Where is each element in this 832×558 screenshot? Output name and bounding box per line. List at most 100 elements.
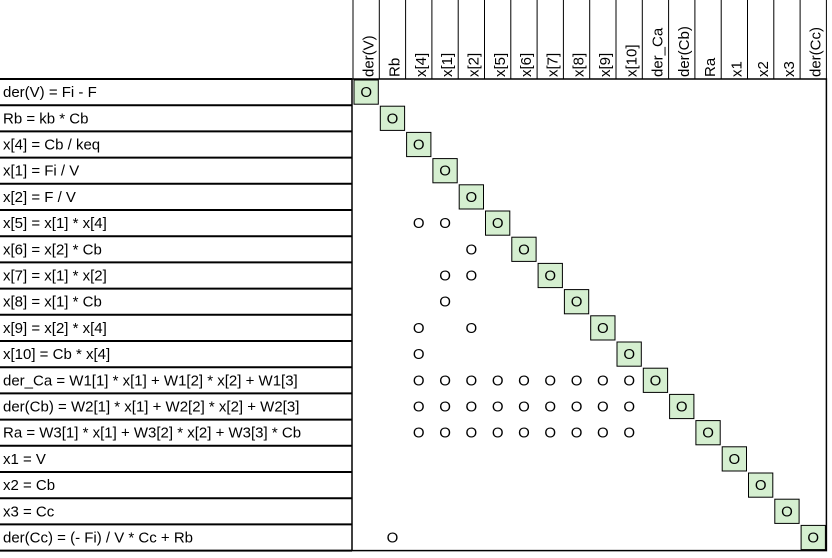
diagonal-cell: [511, 236, 537, 262]
row-label: Rb = kb * Cb: [3, 110, 88, 127]
diagonal-mark: O: [439, 163, 451, 180]
column-label: x[2]: [466, 53, 483, 77]
diagonal-cell: [748, 472, 774, 498]
diagonal-mark: O: [755, 477, 767, 494]
dependency-mark: O: [439, 399, 451, 416]
row-label: x[1] = Fi / V: [3, 163, 79, 180]
row-label: x2 = Cb: [3, 477, 55, 494]
column-label: x[5]: [492, 53, 509, 77]
dependency-mark: O: [439, 215, 451, 232]
dependency-mark: O: [466, 320, 478, 337]
matrix-border: [351, 78, 828, 552]
diagonal-mark: O: [413, 137, 425, 154]
row-label: x[5] = x[1] * x[4]: [3, 215, 107, 232]
diagonal-cell: [458, 184, 485, 210]
dependency-mark: O: [571, 425, 583, 442]
dependency-mark: O: [466, 268, 478, 285]
column-label: x2: [755, 61, 772, 77]
dependency-mark: O: [413, 399, 425, 416]
dependency-mark: O: [544, 399, 556, 416]
dependency-mark: O: [571, 399, 583, 416]
row-label: der_Ca = W1[1] * x[1] + W1[2] * x[2] + W…: [3, 372, 298, 389]
column-label: x[6]: [518, 53, 535, 77]
dependency-mark: O: [492, 425, 504, 442]
row-label: x1 = V: [3, 451, 46, 468]
column-label: x1: [729, 61, 746, 77]
dependency-mark: O: [413, 215, 425, 232]
diagonal-cell: [616, 341, 642, 367]
row-label: x[2] = F / V: [3, 189, 76, 206]
dependency-mark: O: [518, 399, 530, 416]
dependency-mark: O: [387, 530, 399, 547]
row-label: x[7] = x[1] * x[2]: [3, 268, 107, 285]
column-label: x[9]: [597, 53, 614, 77]
column-label: der(V): [360, 35, 377, 77]
diagonal-cell: [774, 498, 800, 524]
dependency-mark: O: [544, 425, 556, 442]
column-label: der(Cc): [807, 27, 824, 77]
row-label: der(Cc) = (- Fi) / V * Cc + Rb: [3, 530, 193, 547]
column-label: x[7]: [544, 53, 561, 77]
dependency-mark: O: [492, 399, 504, 416]
dependency-mark: O: [597, 399, 609, 416]
dependency-mark: O: [623, 425, 635, 442]
dependency-mark: O: [518, 425, 530, 442]
diagonal-cell: [353, 79, 379, 105]
diagonal-mark: O: [466, 189, 478, 206]
row-label: der(V) = Fi - F: [3, 84, 97, 101]
diagonal-cell: [721, 446, 748, 472]
diagonal-cell: [379, 105, 406, 131]
diagonal-mark: O: [571, 294, 583, 311]
row-label: x[9] = x[2] * x[4]: [3, 320, 107, 337]
dependency-mark: O: [466, 399, 478, 416]
diagonal-cell: [432, 158, 458, 184]
dependency-mark: O: [571, 372, 583, 389]
column-label: x[1]: [439, 53, 456, 77]
dependency-mark: O: [623, 372, 635, 389]
diagonal-mark: O: [518, 241, 530, 258]
diagonal-cell: [590, 315, 616, 341]
dependency-mark: O: [439, 425, 451, 442]
diagonal-mark: O: [360, 84, 372, 101]
dependency-mark: O: [413, 372, 425, 389]
row-label: x3 = Cc: [3, 503, 55, 520]
row-label: x[10] = Cb * x[4]: [3, 346, 110, 363]
dependency-mark: O: [466, 372, 478, 389]
column-label: x[8]: [571, 53, 588, 77]
diagonal-mark: O: [807, 530, 819, 547]
column-label: der(Cb): [676, 26, 693, 77]
diagonal-mark: O: [650, 372, 662, 389]
dependency-mark: O: [413, 425, 425, 442]
row-label: x[8] = x[1] * Cb: [3, 294, 102, 311]
column-label: x[10]: [623, 44, 640, 77]
dependency-mark: O: [597, 372, 609, 389]
diagonal-cell: [563, 289, 590, 315]
diagonal-mark: O: [623, 346, 635, 363]
column-label: der_Ca: [650, 27, 667, 77]
diagonal-cell: [406, 131, 432, 158]
row-label: x[4] = Cb / keq: [3, 137, 100, 154]
diagonal-cell: [537, 262, 563, 289]
dependency-mark: O: [623, 399, 635, 416]
row-label: x[6] = x[2] * Cb: [3, 241, 102, 258]
dependency-mark: O: [413, 320, 425, 337]
diagonal-mark: O: [781, 503, 793, 520]
dependency-mark: O: [439, 268, 451, 285]
dependency-mark: O: [439, 372, 451, 389]
diagonal-mark: O: [492, 215, 504, 232]
dependency-mark: O: [492, 372, 504, 389]
diagonal-cell: [669, 393, 695, 420]
dependency-mark: O: [544, 372, 556, 389]
diagonal-cell: [695, 420, 721, 446]
diagonal-mark: O: [544, 268, 556, 285]
dependency-mark: O: [466, 425, 478, 442]
diagonal-mark: O: [729, 451, 741, 468]
column-label: x3: [781, 61, 798, 77]
dependency-mark: O: [518, 372, 530, 389]
diagonal-mark: O: [597, 320, 609, 337]
diagonal-mark: O: [387, 110, 399, 127]
column-label: Rb: [387, 58, 404, 77]
row-label: Ra = W3[1] * x[1] + W3[2] * x[2] + W3[3]…: [3, 425, 301, 442]
row-label: der(Cb) = W2[1] * x[1] + W2[2] * x[2] + …: [3, 399, 299, 416]
